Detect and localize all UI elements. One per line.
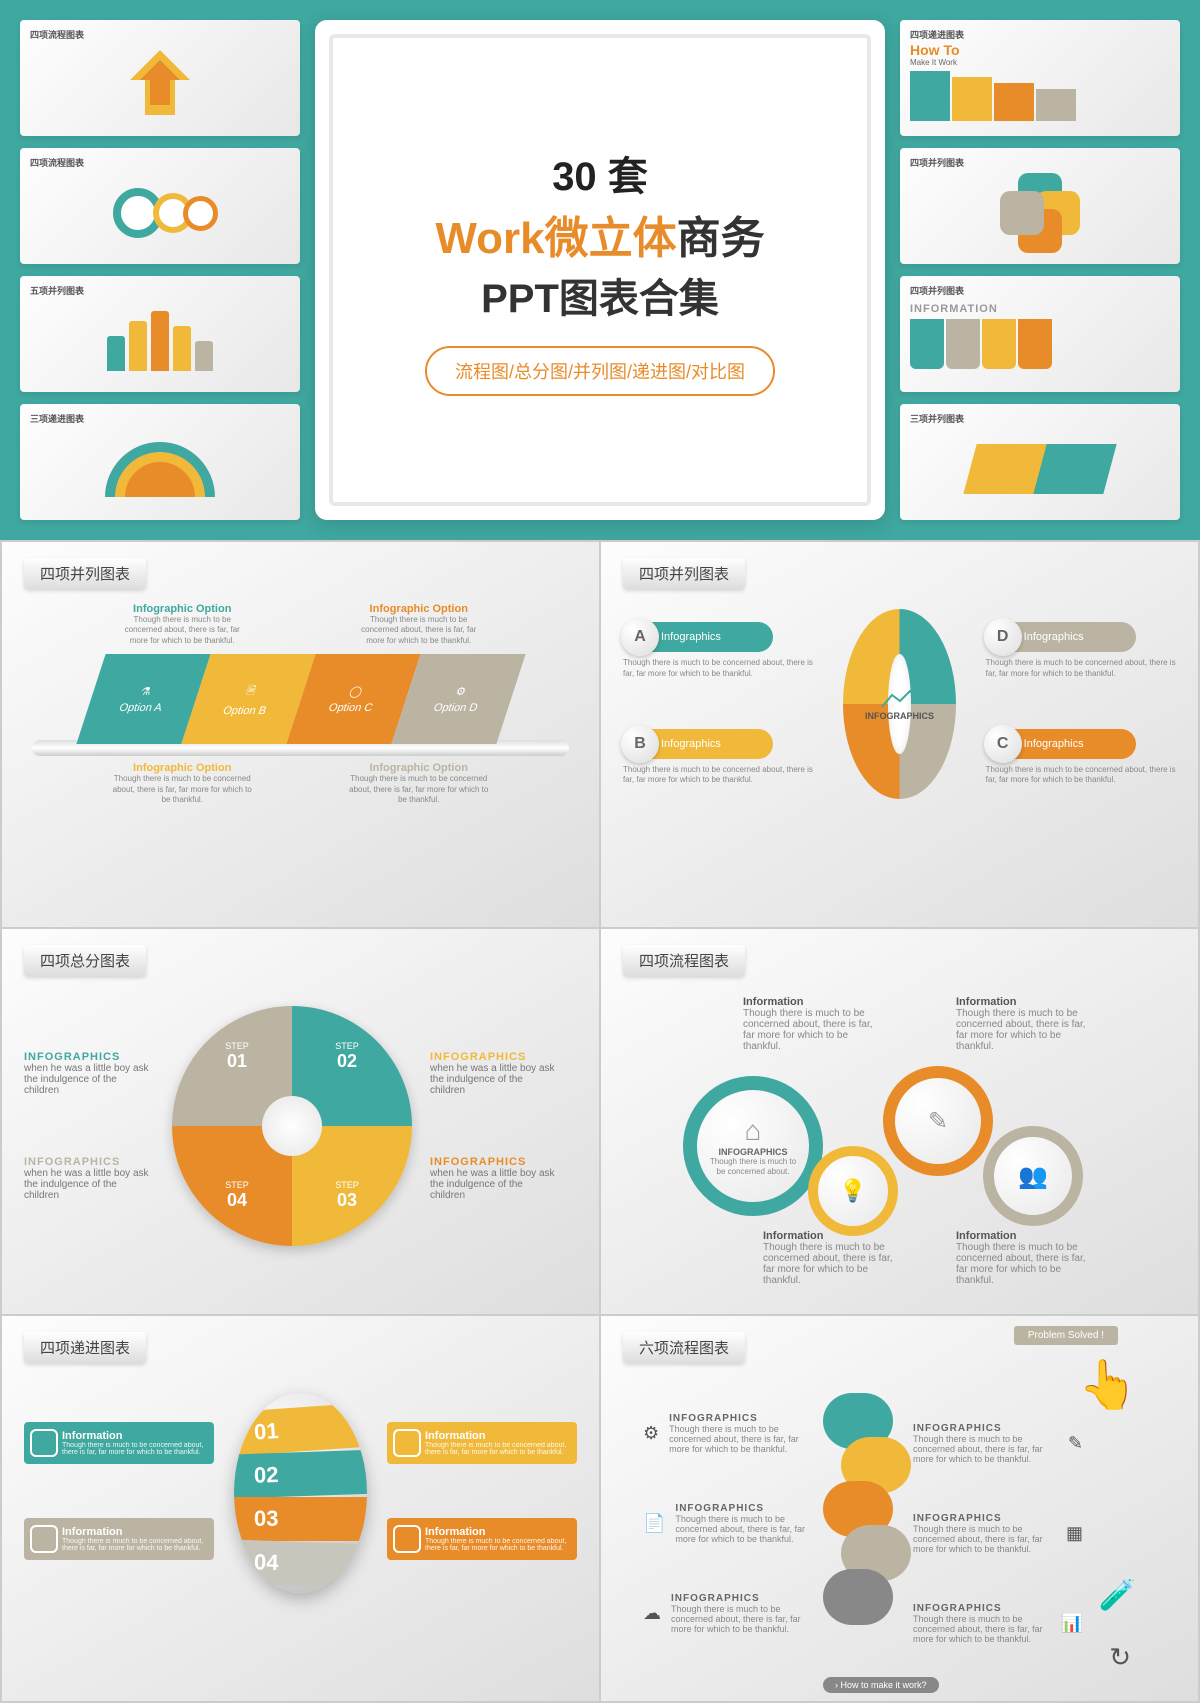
bubble-3: ✎	[883, 1066, 993, 1176]
thumb-title: 五项并列图表	[30, 284, 290, 297]
hero-banner: 四项流程图表 四项流程图表 五项并列图表 三项递进图表 30 套 Work微立体…	[0, 0, 1200, 540]
refresh-icon: ↻	[1109, 1642, 1131, 1673]
pill-a: AInfographics	[623, 622, 773, 652]
pencil-icon: ✎	[928, 1107, 948, 1136]
thumb: 四项并列图表	[900, 148, 1180, 264]
pill-b: BInfographics	[623, 729, 773, 759]
chart-icon: 📊	[1061, 1609, 1083, 1639]
bulb-icon: 💡	[839, 1178, 866, 1204]
chain-shape	[823, 1393, 893, 1663]
slide-bubbles: 四项流程图表 InformationThough there is much t…	[601, 929, 1198, 1314]
slide-label: 四项并列图表	[24, 558, 146, 589]
thumb: 五项并列图表	[20, 276, 300, 392]
spiral-chart: INFOGRAPHICS	[843, 609, 955, 799]
slide-ribbon: 四项并列图表 Infographic OptionThough there is…	[2, 542, 599, 927]
ribbon-strip: ⚗Option A 🗎Option B ◯Option C ⚙Option D	[76, 654, 525, 744]
chart-icon	[880, 687, 920, 711]
hero-thumbs-left: 四项流程图表 四项流程图表 五项并列图表 三项递进图表	[20, 20, 300, 520]
tag-right-2: InformationThough there is much to be co…	[387, 1518, 577, 1560]
info-label: INFORMATION	[910, 303, 998, 315]
globe-icon	[30, 1429, 58, 1457]
slide-label: 四项流程图表	[623, 945, 745, 976]
thumb-title: 三项并列图表	[910, 412, 1170, 425]
thumb: 三项递进图表	[20, 404, 300, 520]
cloud-icon: ☁	[643, 1599, 661, 1629]
rings-icon	[113, 188, 208, 238]
thumb-title: 四项并列图表	[910, 156, 1170, 169]
thumb-title: 四项递进图表	[910, 28, 1170, 41]
howto-title: How To	[910, 42, 960, 58]
slide-label: 四项并列图表	[623, 558, 745, 589]
gear-icon: ⚙	[643, 1419, 659, 1449]
thumb-title: 三项递进图表	[30, 412, 290, 425]
thumb-title: 四项并列图表	[910, 284, 1170, 297]
thumb: 四项并列图表 INFORMATION	[900, 276, 1180, 392]
title-biz: 商务	[677, 214, 765, 263]
hero-title-card: 30 套 Work微立体商务 PPT图表合集 流程图/总分图/并列图/递进图/对…	[315, 20, 885, 520]
quad-icon	[1000, 173, 1080, 253]
gear-icon: ⚙	[454, 685, 468, 698]
tag-left-2: InformationThough there is much to be co…	[24, 1518, 214, 1560]
pencil-icon: ✎	[1068, 1429, 1083, 1459]
slide-label: 四项总分图表	[24, 945, 146, 976]
howto-pill: › How to make it work?	[823, 1677, 939, 1693]
ribbon-bottom-labels: Infographic OptionThough there is much t…	[64, 762, 537, 805]
arrow-up-icon	[100, 45, 220, 125]
bars-icon	[107, 311, 213, 371]
category-pill: 流程图/总分图/并列图/递进图/对比图	[425, 346, 775, 396]
slide-spiral: 四项并列图表 AInfographicsThough there is much…	[601, 542, 1198, 927]
slide-label: 六项流程图表	[623, 1332, 745, 1363]
slide-gear: 四项总分图表 INFOGRAPHICSwhen he was a little …	[2, 929, 599, 1314]
people-icon: 👥	[1018, 1162, 1048, 1191]
thumb: 四项递进图表 How To Make It Work	[900, 20, 1180, 136]
slide-sphere: 四项递进图表 InformationThough there is much t…	[2, 1316, 599, 1701]
doc-icon: 📄	[643, 1509, 665, 1539]
grid-icon: ▦	[1066, 1519, 1083, 1549]
doc-icon: 🗎	[243, 682, 258, 701]
title-3d: 微立体	[545, 214, 677, 263]
hero-thumbs-right: 四项递进图表 How To Make It Work 四项并列图表 四项并列图表…	[900, 20, 1180, 520]
star-icon	[393, 1429, 421, 1457]
flask-icon: 🧪	[1099, 1578, 1136, 1613]
slides-grid: 四项并列图表 Infographic OptionThough there is…	[0, 540, 1200, 1703]
tag-right-1: InformationThough there is much to be co…	[387, 1422, 577, 1464]
thumb: 三项并列图表	[900, 404, 1180, 520]
laptop-icon	[30, 1525, 58, 1553]
thumb-title: 四项流程图表	[30, 156, 290, 169]
solved-badge: Problem Solved !	[1014, 1326, 1118, 1345]
steps-icon	[910, 71, 1078, 121]
fold-icon	[963, 444, 1116, 494]
flask-icon: ⚗	[139, 685, 153, 698]
thumb-title: 四项流程图表	[30, 28, 290, 41]
thumb: 四项流程图表	[20, 20, 300, 136]
bubble-4: 👥	[983, 1126, 1083, 1226]
arc-icon	[105, 442, 215, 497]
thumb: 四项流程图表	[20, 148, 300, 264]
pill-d: DInfographics	[986, 622, 1136, 652]
globe-icon: ◯	[347, 685, 364, 698]
bubble-2: 💡	[808, 1146, 898, 1236]
slide-label: 四项递进图表	[24, 1332, 146, 1363]
slide-chain: 六项流程图表 Problem Solved ! 👆 ⚙INFOGRAPHICST…	[601, 1316, 1198, 1701]
title-count: 30 套	[425, 144, 775, 202]
title-work: Work	[435, 214, 544, 263]
tag-left-1: InformationThough there is much to be co…	[24, 1422, 214, 1464]
title-sub: PPT图表合集	[425, 266, 775, 324]
ribbon-top-labels: Infographic OptionThough there is much t…	[64, 603, 537, 646]
piggy-icon	[393, 1525, 421, 1553]
gear-chart: STEP01 STEP02 STEP03 STEP04	[172, 1006, 412, 1246]
howto-sub: Make It Work	[910, 58, 957, 67]
sphere-chart: 01 02 03 04	[234, 1393, 367, 1593]
pill-c: CInfographics	[986, 729, 1136, 759]
bubble-1: ⌂INFOGRAPHICSThough there is much to be …	[683, 1076, 823, 1216]
tabs-icon	[910, 319, 1052, 379]
home-icon: ⌂	[745, 1115, 762, 1147]
